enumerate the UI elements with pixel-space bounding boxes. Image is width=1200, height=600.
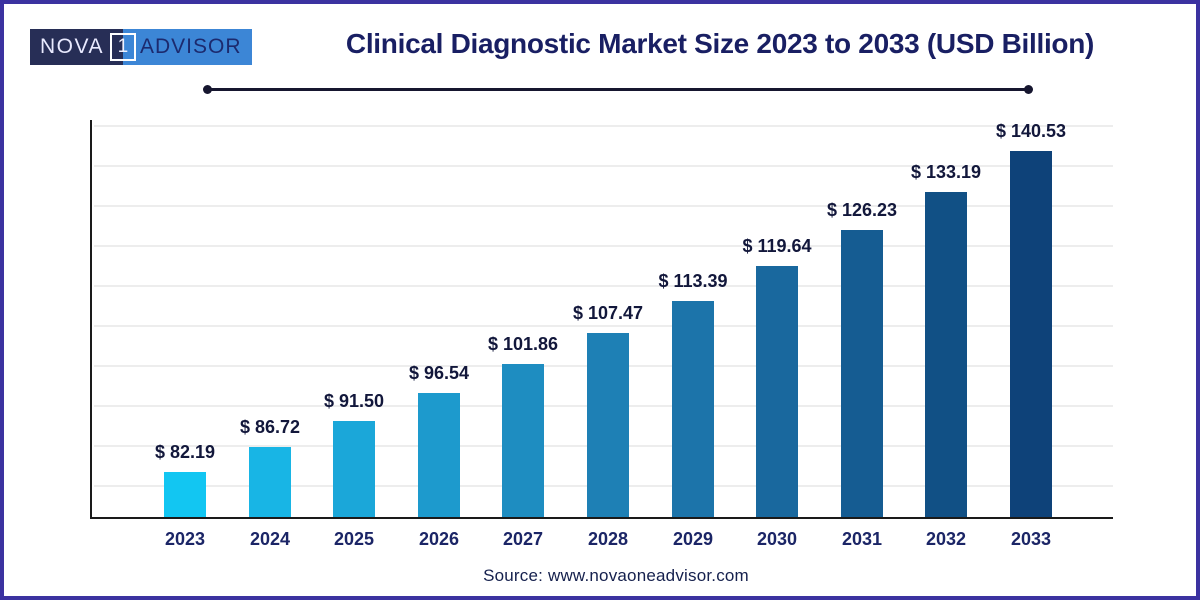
x-tick-2028: 2028 bbox=[587, 529, 629, 549]
bar-2024 bbox=[249, 447, 291, 517]
chart-title: Clinical Diagnostic Market Size 2023 to … bbox=[345, 28, 1095, 59]
source-text: Source: www.novaoneadvisor.com bbox=[483, 566, 749, 585]
x-tick-2029: 2029 bbox=[672, 529, 714, 549]
gridline bbox=[94, 245, 1113, 247]
logo-advisor-segment: ADVISOR bbox=[135, 29, 252, 65]
value-label-2026: $ 96.54 bbox=[408, 363, 470, 383]
logo-one-badge: 1 bbox=[109, 29, 136, 65]
plot-area: $ 82.19 2023 $ 86.72 2024 $ 91.50 2025 $ 96.54… bbox=[90, 120, 1113, 549]
value-label-2024: $ 86.72 bbox=[239, 417, 301, 437]
value-label-2033: $ 140.53 bbox=[995, 121, 1067, 141]
value-label-2028: $ 107.47 bbox=[572, 303, 644, 323]
underline-left-dot bbox=[203, 85, 212, 94]
logo-nova-text: NOVA bbox=[40, 35, 104, 58]
bar-2031 bbox=[841, 230, 883, 517]
logo-advisor-text: ADVISOR bbox=[139, 35, 242, 58]
x-tick-2026: 2026 bbox=[418, 529, 460, 549]
value-label-2030: $ 119.64 bbox=[742, 236, 812, 256]
underline-right-dot bbox=[1024, 85, 1033, 94]
gridline bbox=[94, 205, 1113, 207]
bar-2033 bbox=[1010, 151, 1052, 517]
gridline bbox=[94, 165, 1113, 167]
x-tick-2031: 2031 bbox=[841, 529, 883, 549]
gridline bbox=[94, 325, 1113, 327]
gridline bbox=[94, 285, 1113, 287]
logo-nova-segment: NOVA bbox=[30, 29, 110, 65]
value-label-2023: $ 82.19 bbox=[154, 442, 216, 462]
value-label-2027: $ 101.86 bbox=[487, 334, 559, 354]
logo: NOVA 1 ADVISOR bbox=[30, 29, 252, 65]
title-underline bbox=[203, 85, 1033, 94]
bar-2027 bbox=[502, 364, 544, 517]
value-label-2032: $ 133.19 bbox=[910, 162, 982, 182]
value-label-2029: $ 113.39 bbox=[658, 271, 728, 291]
bar-2032 bbox=[925, 192, 967, 517]
bar-2023 bbox=[164, 472, 206, 517]
bar-2025 bbox=[333, 421, 375, 517]
logo-one-box: 1 bbox=[109, 33, 136, 61]
gridline bbox=[94, 125, 1113, 127]
bar-2026 bbox=[418, 393, 460, 517]
logo-one-text: 1 bbox=[117, 36, 129, 57]
x-tick-2023: 2023 bbox=[164, 529, 206, 549]
x-tick-2030: 2030 bbox=[756, 529, 798, 549]
value-label-2031: $ 126.23 bbox=[826, 200, 898, 220]
x-tick-2032: 2032 bbox=[925, 529, 967, 549]
value-label-2025: $ 91.50 bbox=[323, 391, 385, 411]
bar-2030 bbox=[756, 266, 798, 517]
bar-2028 bbox=[587, 333, 629, 517]
bar-2029 bbox=[672, 301, 714, 517]
x-tick-2025: 2025 bbox=[333, 529, 375, 549]
x-tick-2024: 2024 bbox=[249, 529, 291, 549]
x-tick-2033: 2033 bbox=[1010, 529, 1052, 549]
x-tick-2027: 2027 bbox=[502, 529, 544, 549]
